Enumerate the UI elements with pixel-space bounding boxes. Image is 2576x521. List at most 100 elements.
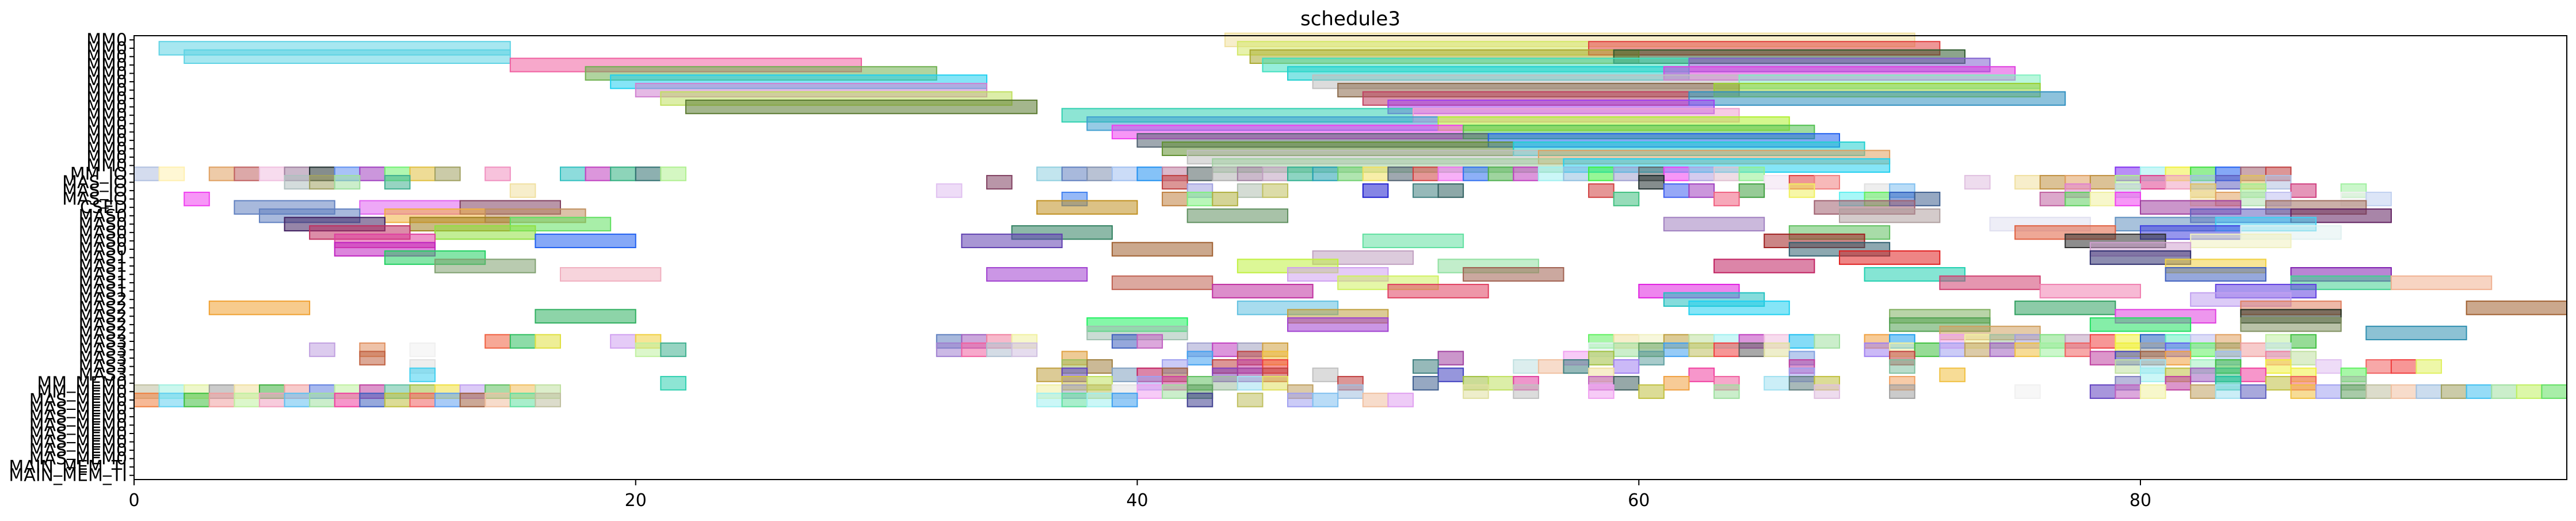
y-tick-label: MAS2 (78, 323, 127, 343)
gantt-bar (2089, 334, 2116, 349)
gantt-bar (1814, 384, 1840, 399)
gantt-bar (184, 192, 210, 207)
gantt-bar (1162, 174, 1188, 190)
gantt-bar (1513, 166, 1539, 181)
gantt-bar (1788, 376, 1815, 391)
gantt-bar (635, 342, 662, 358)
gantt-bar (1537, 166, 1564, 181)
gantt-bar (1588, 166, 1615, 181)
gantt-bar (484, 393, 511, 408)
gantt-bar (1914, 192, 1941, 207)
gantt-bar (1487, 376, 1514, 391)
gantt-bar (660, 342, 686, 358)
gantt-bar (1688, 183, 1715, 198)
gantt-bar (2240, 367, 2266, 382)
y-tick-label: MAS_MEM0 (29, 440, 127, 461)
gantt-bar (1638, 384, 1665, 399)
gantt-bar (1613, 359, 1640, 374)
y-tick-label: MAS_MEM0 (29, 415, 127, 435)
y-tick-label: MM0 (86, 72, 127, 92)
gantt-bar (2014, 342, 2041, 358)
gantt-bar (384, 174, 411, 190)
gantt-bar (1864, 342, 1891, 358)
gantt-bar (1287, 166, 1314, 181)
gantt-bar (359, 351, 386, 366)
gantt-bar (1136, 384, 1163, 399)
gantt-bar (1061, 393, 1088, 408)
gantt-bar (2165, 351, 2192, 366)
gantt-bar (1688, 91, 2066, 106)
gantt-bar (635, 166, 662, 181)
gantt-bar (2064, 192, 2091, 207)
y-tick-label: MAS0 (78, 206, 127, 226)
gantt-bar (2240, 384, 2266, 399)
y-tick-label: MAS3 (78, 340, 127, 360)
gantt-bar (359, 166, 386, 181)
gantt-bar (1212, 284, 1314, 299)
gantt-bar (1889, 384, 1915, 399)
gantt-bar (509, 393, 536, 408)
gantt-bar (484, 166, 511, 181)
gantt-bar (2115, 192, 2142, 207)
y-tick-label: MM_MEM0 (37, 382, 127, 402)
y-tick-label: MAS3 (78, 365, 127, 385)
gantt-bar (2240, 317, 2342, 332)
gantt-bar (1111, 393, 1138, 408)
gantt-bar (2089, 384, 2116, 399)
x-tick-label: 60 (1628, 490, 1650, 511)
y-tick-label: MM0 (86, 30, 127, 50)
gantt-bar (1537, 359, 1564, 374)
gantt-bar (1212, 342, 1238, 358)
gantt-bar (1437, 166, 1464, 181)
gantt-bar (1688, 166, 1715, 181)
y-tick-label: MAS0 (78, 214, 127, 234)
gantt-bar (1011, 342, 1038, 358)
y-tick-label: MAS1 (78, 273, 127, 293)
gantt-bar (1212, 192, 1238, 207)
y-tick-label: MM0 (86, 131, 127, 151)
y-tick-label: MAS_IO (62, 181, 127, 201)
gantt-bar (1814, 334, 1840, 349)
gantt-bar (1262, 166, 1289, 181)
y-tick-label: MM0 (86, 105, 127, 126)
gantt-bar (1387, 393, 1414, 408)
gantt-bar (1412, 359, 1439, 374)
gantt-bar (1186, 351, 1213, 366)
gantt-bar (234, 393, 260, 408)
y-tick-label: MAS_MEM0 (29, 407, 127, 427)
gantt-bar (1738, 166, 1765, 181)
gantt-bar (1889, 359, 1915, 374)
gantt-bar (585, 166, 612, 181)
gantt-bar (1814, 174, 1840, 190)
gantt-bar (1387, 166, 1414, 181)
gantt-bar (1362, 393, 1389, 408)
gantt-bar (2365, 384, 2392, 399)
gantt-bar (2014, 301, 2116, 315)
gantt-bar (2165, 376, 2192, 391)
gantt-bar (1111, 242, 1213, 257)
gantt-bar (1663, 216, 1765, 231)
gantt-bar (2115, 359, 2142, 374)
y-tick-label: MAS_MEM0 (29, 398, 127, 419)
gantt-bar (509, 183, 536, 198)
gantt-bar (1713, 166, 1740, 181)
gantt-bar (535, 233, 636, 249)
gantt-bar (1061, 166, 1088, 181)
y-tick-label: MAS3 (78, 332, 127, 352)
gantt-bar (2089, 192, 2116, 207)
gantt-bar (1186, 393, 1213, 408)
gantt-bar (2265, 376, 2292, 391)
gantt-bar (2390, 359, 2417, 374)
gantt-bar (309, 393, 335, 408)
gantt-bar (309, 342, 335, 358)
y-tick-label: MAS_IO (62, 189, 127, 210)
gantt-bar (1387, 284, 1489, 299)
gantt-bar (409, 166, 436, 181)
gantt-bar (1036, 200, 1138, 215)
gantt-bar (2541, 384, 2568, 399)
x-axis: 0 20 40 60 80 (128, 480, 2151, 511)
gantt-bar (334, 174, 361, 190)
gantt-bar (2290, 351, 2317, 366)
gantt-bar (1964, 342, 1991, 358)
gantt-bar (961, 342, 987, 358)
